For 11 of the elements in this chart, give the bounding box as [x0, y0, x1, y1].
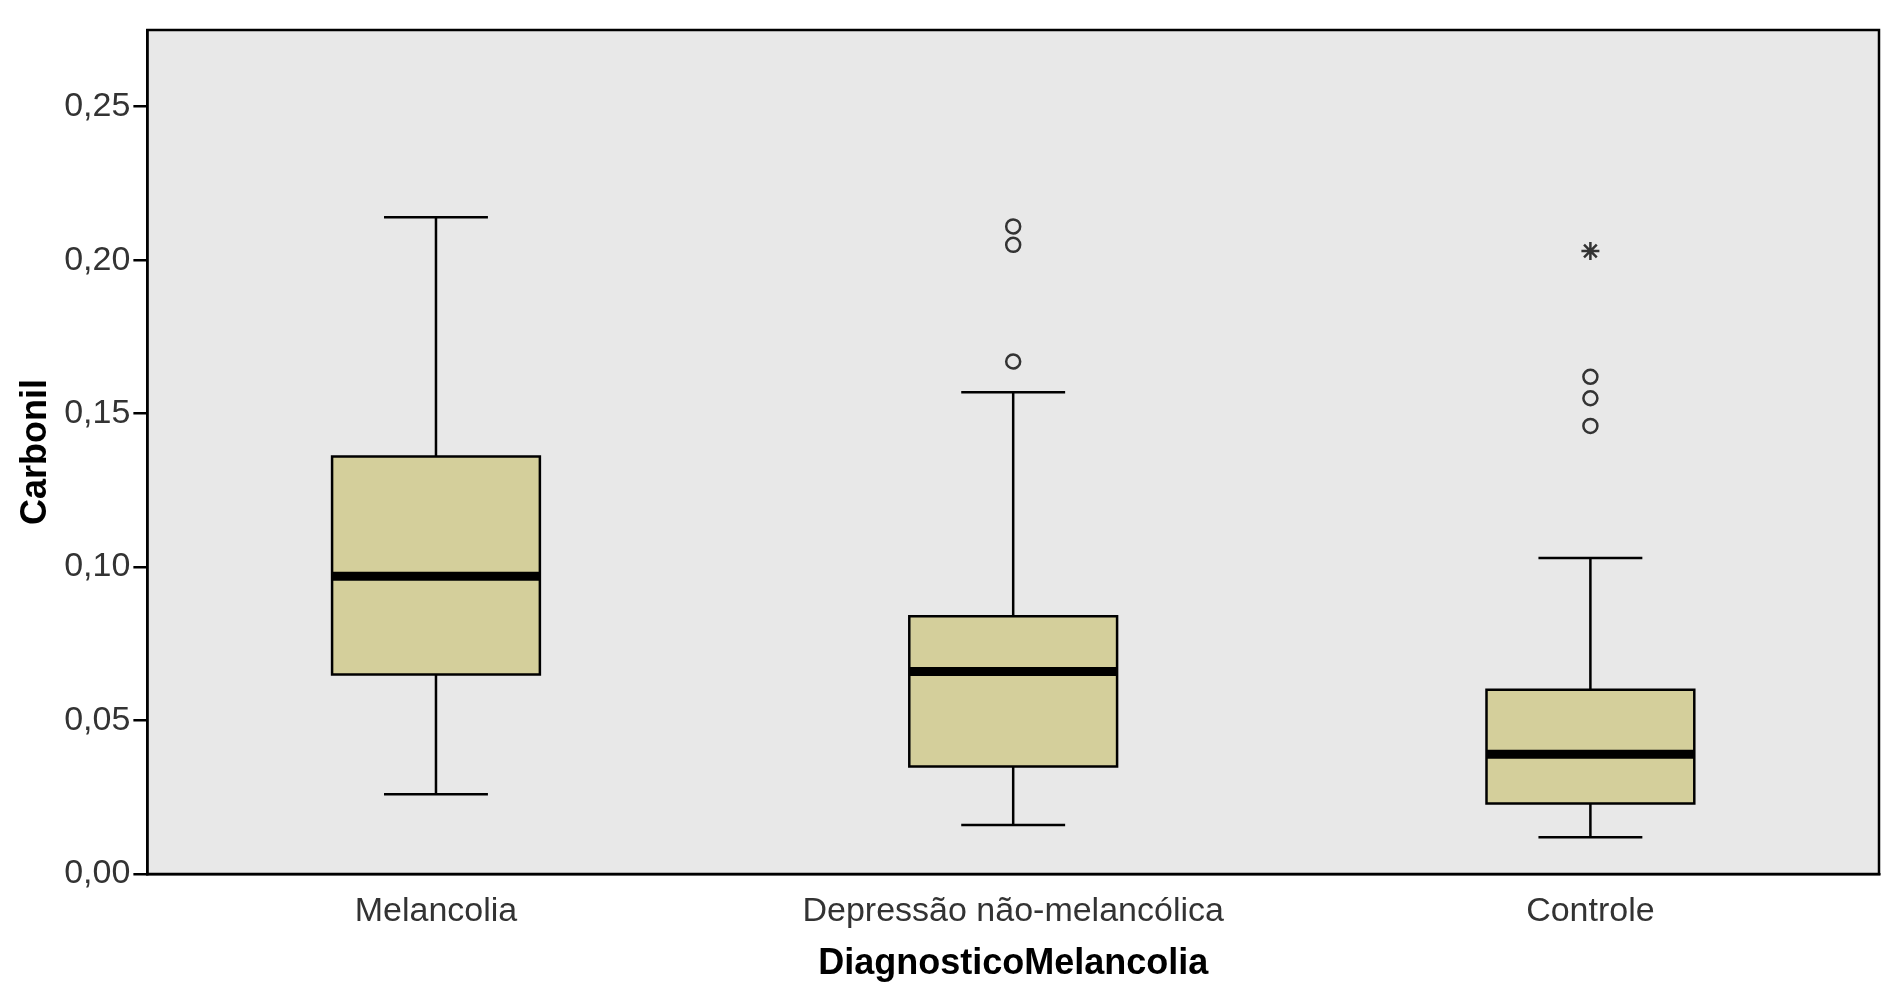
y-tick-label: 0,00 [64, 852, 131, 891]
y-tick-label: 0,25 [64, 85, 131, 124]
y-tick-label: 0,20 [64, 238, 131, 277]
y-tick-label: 0,15 [64, 392, 131, 431]
x-axis-title: DiagnosticoMelancolia [818, 941, 1210, 983]
y-tick-label: 0,10 [64, 545, 131, 584]
y-tick-label: 0,05 [64, 698, 131, 737]
y-axis-title: Carbonil [12, 378, 54, 526]
x-tick-label: Controle [1526, 889, 1655, 928]
x-tick-label: Depressão não-melancólica [802, 889, 1224, 928]
x-tick-label: Melancolia [354, 889, 518, 928]
